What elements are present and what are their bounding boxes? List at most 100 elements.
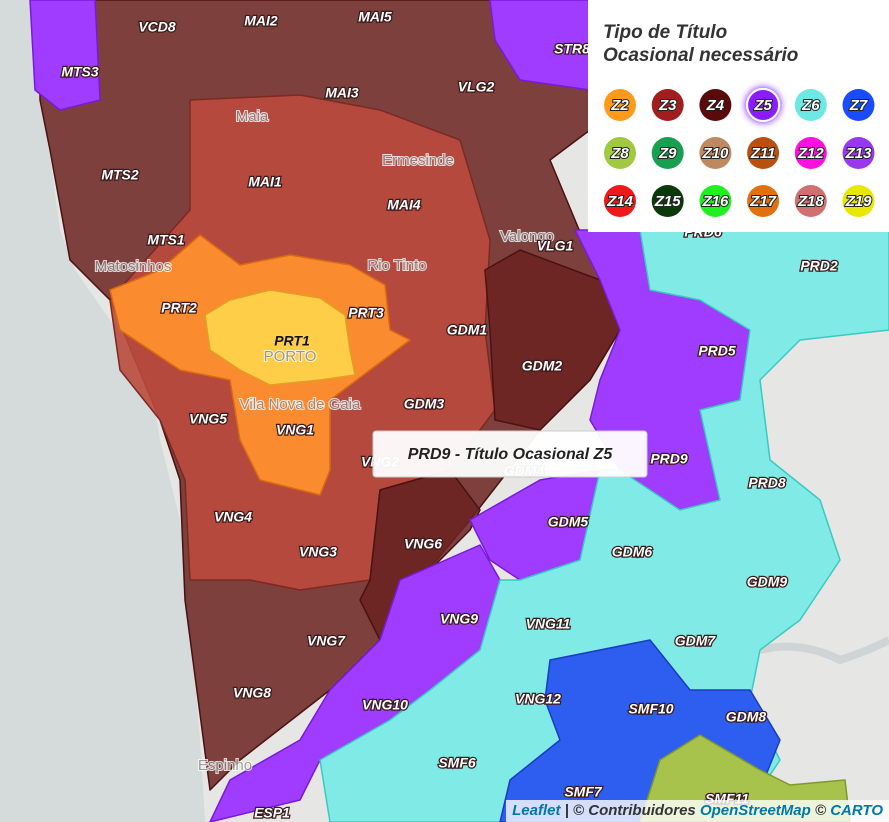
place-label: Rio Tinto <box>367 257 426 274</box>
zone-label: GDM2 <box>522 358 563 374</box>
legend-title: Tipo de Título <box>603 22 727 43</box>
legend-swatch[interactable] <box>794 89 827 121</box>
zone-z5[interactable] <box>489 0 591 91</box>
legend-swatch[interactable] <box>794 137 827 169</box>
legend-swatch[interactable] <box>651 185 684 217</box>
zone-label: PRD2 <box>800 258 838 274</box>
zone-label: PRD8 <box>748 475 786 491</box>
legend-swatch[interactable] <box>747 185 780 217</box>
zone-label: STR8 <box>554 41 590 57</box>
zone-label: VNG9 <box>440 611 478 627</box>
legend-label: Z6 <box>801 97 820 114</box>
zone-label: MAI3 <box>325 85 359 101</box>
zones <box>29 0 889 822</box>
zone-label: GDM6 <box>612 544 653 560</box>
zone-label: MTS1 <box>147 232 185 248</box>
legend-swatch[interactable] <box>651 89 684 121</box>
legend-swatch[interactable] <box>747 137 780 169</box>
legend-swatch[interactable] <box>604 137 636 169</box>
legend-box <box>588 0 889 232</box>
zone-label: GDM3 <box>404 396 445 412</box>
zone-z1[interactable] <box>204 289 356 386</box>
carto-link[interactable]: CARTO <box>830 802 883 819</box>
place-label: Matosinhos <box>95 258 172 275</box>
zone-label: SMF6 <box>438 755 476 771</box>
zone-label: PRT1 <box>274 333 310 349</box>
zone-label: MAI1 <box>248 174 282 190</box>
legend-swatch[interactable] <box>604 185 636 217</box>
legend-label: Z7 <box>849 97 868 114</box>
place-label: Valongo <box>500 228 554 245</box>
zone-label: VLG1 <box>537 238 574 254</box>
legend-label: Z9 <box>658 145 677 162</box>
legend: Tipo de Título Ocasional necessário Z2 Z3… <box>588 0 889 232</box>
legend-swatch[interactable] <box>699 89 732 121</box>
zone-label: VNG4 <box>214 509 252 525</box>
zone-label: VNG11 <box>526 616 571 632</box>
legend-label: Z2 <box>610 97 629 114</box>
legend-swatch[interactable] <box>842 185 875 217</box>
legend-label: Z13 <box>845 145 873 162</box>
zone-label: VNG3 <box>299 544 337 560</box>
legend-label: Z4 <box>706 97 725 114</box>
attribution: Leaflet | © Contribuidores OpenStreetMap… <box>506 800 889 822</box>
legend-title: Ocasional necessário <box>603 45 798 66</box>
zone-label: VNG5 <box>189 411 227 427</box>
legend-label: Z17 <box>749 193 777 210</box>
zone-label: GDM7 <box>675 633 717 649</box>
place-label: Ermesinde <box>382 152 454 169</box>
zone-label: MTS2 <box>101 167 139 183</box>
legend-label: Z16 <box>701 193 729 210</box>
legend-label: Z12 <box>797 145 825 162</box>
leaflet-link[interactable]: Leaflet <box>512 802 561 819</box>
legend-label: Z8 <box>610 145 629 162</box>
tooltip-text: PRD9 - Título Ocasional Z5 <box>408 446 614 463</box>
zone-label: SMF7 <box>564 784 603 800</box>
zone-label: VNG1 <box>276 422 314 438</box>
zone-label: VNG7 <box>307 633 346 649</box>
legend-label: Z19 <box>845 193 873 210</box>
zone-label: GDM9 <box>747 574 788 590</box>
legend-label: Z18 <box>797 193 825 210</box>
zone-label: GDM8 <box>726 709 767 725</box>
tooltip: PRD9 - Título Ocasional Z5 <box>372 430 648 478</box>
legend-label: Z10 <box>701 145 729 162</box>
zone-label: VLG2 <box>458 79 495 95</box>
legend-label: Z14 <box>606 193 634 210</box>
zone-label: MTS3 <box>61 64 99 80</box>
zone-label: VNG8 <box>233 685 271 701</box>
zone-z4[interactable] <box>484 249 621 431</box>
zone-z6[interactable] <box>319 229 889 822</box>
legend-label: Z5 <box>753 97 772 114</box>
legend-swatch[interactable] <box>699 185 732 217</box>
zone-label: PRT3 <box>348 305 384 321</box>
legend-swatch[interactable] <box>699 137 732 169</box>
zone-label: PRT2 <box>161 300 197 316</box>
zone-label: VCD8 <box>138 19 176 35</box>
place-label: Vila Nova de Gaia <box>240 396 361 413</box>
place-labels: Maia Ermesinde Valongo Matosinhos Rio Tinto P… <box>94 107 555 775</box>
legend-swatch[interactable] <box>604 89 636 121</box>
osm-link[interactable]: OpenStreetMap <box>699 802 811 819</box>
sea <box>0 0 205 822</box>
river <box>759 636 889 665</box>
legend-swatch[interactable] <box>651 137 684 169</box>
legend-swatch[interactable] <box>746 88 781 122</box>
zone-label: GDM5 <box>548 514 589 530</box>
zone-label: PRD5 <box>698 343 736 359</box>
place-label: PORTO <box>264 348 317 365</box>
attribution-text: | © Contribuidores <box>564 802 696 819</box>
legend-swatch[interactable] <box>842 137 875 169</box>
zone-label: ESP1 <box>254 805 290 821</box>
zone-label: VNG12 <box>515 691 561 707</box>
legend-label: Z15 <box>654 193 682 210</box>
zone-label: MAI4 <box>387 197 421 213</box>
zone-z5[interactable] <box>29 0 101 111</box>
zone-label: VNG10 <box>362 697 408 713</box>
legend-swatch[interactable] <box>794 185 827 217</box>
place-label: Maia <box>236 108 269 125</box>
legend-swatch[interactable] <box>842 89 875 121</box>
